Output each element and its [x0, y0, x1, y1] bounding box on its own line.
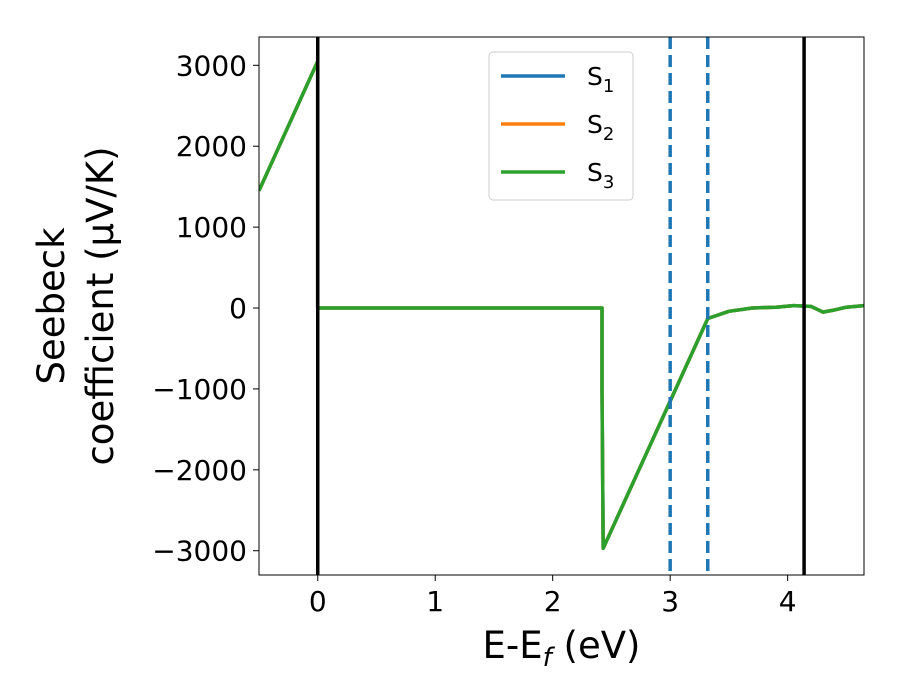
- legend-box: [488, 51, 634, 201]
- legend-label-s3: S3: [587, 158, 614, 193]
- y-tick-label: −3000: [152, 535, 247, 568]
- y-tick-label: 1000: [176, 211, 247, 244]
- x-tick-label: 4: [779, 585, 797, 618]
- y-axis-label-line1: Seebeck: [30, 227, 73, 385]
- legend: S1 S2 S3: [488, 51, 634, 201]
- plot-area: [259, 37, 864, 575]
- x-tick-label: 1: [426, 585, 444, 618]
- axes-frame: [258, 36, 865, 576]
- y-axis-label-line2: coefficient (μV/K): [79, 146, 122, 465]
- y-tick-label: −1000: [152, 373, 247, 406]
- x-tick-label: 0: [309, 585, 327, 618]
- y-tick-label: 0: [229, 292, 247, 325]
- x-axis-label: E-Ef (eV): [483, 624, 641, 673]
- plot-lines: [259, 37, 864, 575]
- y-tick-label: −2000: [152, 454, 247, 487]
- x-tick-label: 3: [661, 585, 679, 618]
- ticks: 0 1 2 3 4 3000 2000 1000 0 −1000 −2000 −3000: [152, 49, 796, 618]
- x-axis-label-main: E-E: [483, 624, 543, 667]
- x-axis-label-suffix: (eV): [552, 624, 641, 667]
- y-tick-label: 2000: [176, 130, 247, 163]
- y-axis-label: Seebeck coefficient (μV/K): [30, 146, 122, 465]
- series-line-s3: [259, 59, 864, 551]
- x-tick-label: 2: [544, 585, 562, 618]
- legend-label-s1: S1: [587, 62, 614, 97]
- y-tick-label: 3000: [176, 49, 247, 82]
- legend-label-s2: S2: [587, 110, 614, 145]
